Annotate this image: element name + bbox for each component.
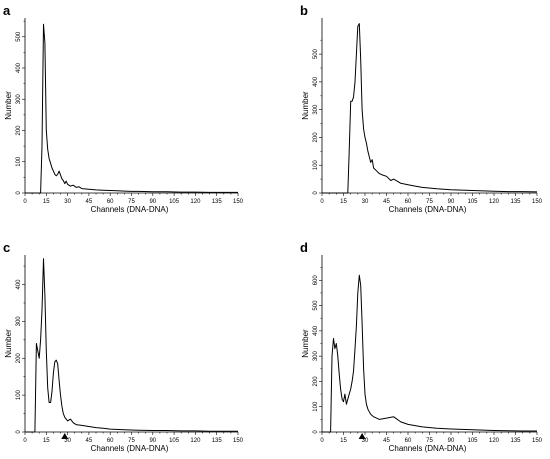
x-tick-label: 30: [64, 199, 71, 205]
x-tick-label: 120: [489, 199, 500, 205]
y-axis-title: Number: [4, 329, 13, 358]
x-tick-label: 120: [190, 438, 201, 444]
x-tick-label: 75: [128, 438, 135, 444]
x-tick-label: 90: [149, 438, 156, 444]
y-tick-label: 100: [313, 160, 319, 171]
y-tick-label: 300: [313, 350, 319, 361]
x-tick-label: 150: [233, 199, 244, 205]
histogram-series-line: [25, 23, 238, 194]
x-tick-label: 105: [169, 199, 180, 205]
panel-a: a 0 15 30 45 60 75 90 105 120 135 150 0 100 200 300 400 5…: [3, 3, 244, 214]
x-tick-label: 135: [212, 438, 223, 444]
y-tick-label: 600: [313, 275, 319, 286]
y-tick-label: 0: [16, 430, 22, 434]
y-tick-label: 300: [313, 104, 319, 115]
x-tick-label: 150: [532, 199, 543, 205]
y-tick-label: 500: [16, 31, 22, 42]
x-tick-label: 120: [190, 199, 201, 205]
y-tick-label: 500: [313, 300, 319, 311]
x-tick-label: 60: [107, 438, 114, 444]
x-axis-title: Channels (DNA-DNA): [91, 205, 169, 214]
x-tick-label: 45: [86, 199, 93, 205]
panel-label: a: [3, 3, 11, 18]
x-tick-label: 45: [383, 199, 390, 205]
y-tick-label: 400: [313, 76, 319, 87]
x-tick-label: 150: [532, 438, 543, 444]
x-tick-label: 75: [128, 199, 135, 205]
y-tick-label: 500: [313, 48, 319, 59]
y-tick-label: 200: [16, 125, 22, 136]
panel-label: d: [300, 240, 308, 255]
x-tick-label: 45: [383, 438, 390, 444]
x-tick-label: 0: [320, 438, 324, 444]
panel-label: c: [3, 240, 10, 255]
marker-triangle-icon: [358, 433, 366, 439]
x-tick-label: 60: [405, 438, 412, 444]
x-tick-label: 15: [340, 438, 347, 444]
x-tick-label: 0: [23, 199, 27, 205]
y-tick-label: 400: [16, 279, 22, 290]
y-tick-label: 400: [16, 62, 22, 73]
x-tick-label: 30: [64, 438, 71, 444]
x-tick-label: 90: [448, 199, 455, 205]
y-tick-label: 200: [313, 376, 319, 387]
histogram-series-line: [25, 258, 238, 433]
x-tick-label: 45: [86, 438, 93, 444]
x-tick-label: 105: [169, 438, 180, 444]
y-tick-label: 200: [16, 353, 22, 364]
x-tick-label: 60: [107, 199, 114, 205]
x-tick-label: 75: [426, 199, 433, 205]
y-tick-label: 0: [313, 430, 319, 434]
y-tick-label: 200: [313, 132, 319, 143]
x-axis-title: Channels (DNA-DNA): [389, 205, 467, 214]
x-tick-label: 0: [23, 438, 27, 444]
y-tick-label: 100: [16, 156, 22, 167]
y-axis-title: Number: [4, 91, 13, 120]
x-tick-label: 30: [362, 199, 369, 205]
y-tick-label: 100: [313, 401, 319, 412]
x-axis-title: Channels (DNA-DNA): [389, 444, 467, 453]
x-tick-label: 90: [448, 438, 455, 444]
x-tick-label: 15: [43, 438, 50, 444]
x-tick-label: 75: [426, 438, 433, 444]
y-tick-label: 100: [16, 389, 22, 400]
panel-d: d 0 15 30 45 60 75 90 105 120 135 150 0 100 200 300 400 5…: [300, 240, 543, 453]
histogram-series-line: [322, 274, 537, 433]
x-tick-label: 105: [467, 199, 478, 205]
y-tick-label: 400: [313, 325, 319, 336]
y-tick-label: 300: [16, 94, 22, 105]
panel-b: b 0 15 30 45 60 75 90 105 120 135 150 0 100 200 300 400 5…: [300, 3, 543, 214]
y-axis-title: Number: [301, 91, 310, 120]
marker-triangle-icon: [61, 433, 69, 439]
x-tick-label: 0: [320, 199, 324, 205]
x-tick-label: 30: [362, 438, 369, 444]
x-tick-label: 105: [467, 438, 478, 444]
x-tick-label: 135: [510, 199, 521, 205]
x-tick-label: 60: [405, 199, 412, 205]
panel-label: b: [300, 3, 308, 18]
x-tick-label: 15: [43, 199, 50, 205]
x-tick-label: 150: [233, 438, 244, 444]
x-tick-label: 120: [489, 438, 500, 444]
y-axis-title: Number: [301, 329, 310, 358]
x-tick-label: 135: [212, 199, 223, 205]
y-tick-label: 300: [16, 316, 22, 327]
x-tick-label: 15: [340, 199, 347, 205]
x-axis-title: Channels (DNA-DNA): [91, 444, 169, 453]
histogram-series-line: [322, 23, 538, 194]
x-tick-label: 135: [510, 438, 521, 444]
y-tick-label: 0: [16, 191, 22, 195]
panel-c: c 0 15 30 45 60 75 90 105 120 135 150 0 100 200 300 400 C…: [3, 240, 244, 453]
x-tick-label: 90: [149, 199, 156, 205]
y-tick-label: 0: [313, 191, 319, 195]
